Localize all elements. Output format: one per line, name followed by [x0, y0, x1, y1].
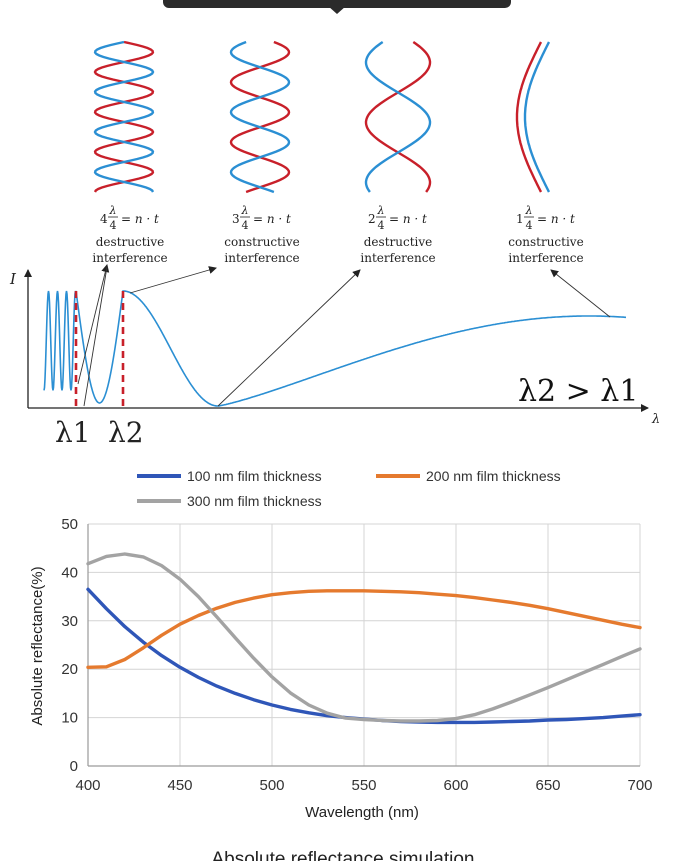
panel-caption-line2-2: interference — [224, 251, 299, 265]
wave-red-2 — [229, 40, 291, 194]
intensity-curve — [43, 290, 626, 407]
series-lines — [86, 552, 642, 725]
y-tick-label-3: 30 — [61, 613, 78, 630]
panel-caption-line1-1: destructive — [96, 235, 165, 249]
fraction-denominator-2: 4 — [242, 219, 249, 232]
panel-numeral-3: 2 — [368, 212, 376, 226]
chart-grid — [87, 523, 641, 767]
x-tick-label-6: 700 — [627, 777, 652, 794]
fraction-denominator-4: 4 — [526, 219, 533, 232]
fraction-numerator-4: λ — [525, 204, 533, 217]
panel-caption-line1-2: constructive — [224, 235, 299, 249]
panel-caption-line1-3: destructive — [364, 235, 433, 249]
fraction-numerator-2: λ — [241, 204, 249, 217]
panel-caption-line2-1: interference — [92, 251, 167, 265]
panel-caption-line2-4: interference — [508, 251, 583, 265]
y-tick-label-4: 40 — [61, 564, 78, 581]
x-tick-label-1: 450 — [167, 777, 192, 794]
panel-equation-3: = n · t — [389, 212, 427, 226]
fraction-numerator-3: λ — [377, 204, 385, 217]
wave-red-1 — [93, 40, 155, 193]
panel-numeral-4: 1 — [516, 212, 524, 226]
tooltip-bar — [163, 0, 511, 8]
y-tick-label-5: 50 — [61, 516, 78, 533]
series-line-2 — [86, 589, 642, 669]
fraction-denominator-3: 4 — [378, 219, 385, 232]
wave-pair-group — [93, 40, 551, 194]
pointer-arrow-1 — [77, 264, 110, 385]
panel-equation-1: = n · t — [121, 212, 159, 226]
pointer-line-1b — [83, 266, 108, 407]
wave-blue-3 — [364, 41, 432, 193]
panel-caption-line1-4: constructive — [508, 235, 583, 249]
panel-caption-line2-3: interference — [360, 251, 435, 265]
chart-title: Absolute reflectance simulation — [212, 849, 475, 861]
legend-label-2: 200 nm film thickness — [426, 468, 561, 484]
y-tick-label-1: 10 — [61, 710, 78, 727]
panel-equation-2: = n · t — [253, 212, 291, 226]
panel-numeral-1: 4 — [100, 212, 108, 226]
lambda2-label: λ2 — [108, 416, 144, 449]
legend-label-3: 300 nm film thickness — [187, 493, 322, 509]
y-axis-label: Absolute reflectance(%) — [29, 566, 46, 725]
wave-red-4 — [515, 41, 543, 193]
lambda1-label: λ1 — [55, 416, 91, 449]
chart-legend: 100 nm film thickness 200 nm film thickne… — [137, 468, 561, 509]
reflectance-chart: 100 nm film thickness 200 nm film thickne… — [29, 468, 653, 861]
wavelength-axis-label: λ — [651, 412, 660, 427]
pointer-arrow-3 — [217, 269, 361, 407]
pointer-arrow-2 — [129, 266, 217, 294]
series-line-3 — [86, 552, 642, 723]
fraction-denominator-1: 4 — [110, 219, 117, 232]
panel-numeral-2: 3 — [232, 212, 240, 226]
fraction-numerator-1: λ — [109, 204, 117, 217]
wave-blue-4 — [523, 41, 551, 193]
x-tick-label-3: 550 — [351, 777, 376, 794]
x-tick-labels: 400 450 500 550 600 650 700 — [75, 777, 652, 794]
pointer-arrow-4 — [550, 269, 611, 318]
wave-blue-2 — [229, 40, 291, 194]
lambda-relation: λ2 > λ1 — [518, 374, 638, 409]
x-axis-label: Wavelength (nm) — [305, 804, 419, 821]
y-tick-labels: 0 10 20 30 40 50 — [61, 516, 78, 775]
wave-red-3 — [364, 41, 432, 193]
x-tick-label-2: 500 — [259, 777, 284, 794]
legend-label-1: 100 nm film thickness — [187, 468, 322, 484]
wave-blue-1 — [93, 40, 155, 193]
y-tick-label-2: 20 — [61, 661, 78, 678]
y-tick-label-0: 0 — [70, 758, 78, 775]
x-tick-label-4: 600 — [443, 777, 468, 794]
x-tick-label-0: 400 — [75, 777, 100, 794]
tooltip-arrow — [328, 6, 346, 14]
intensity-axis-label: I — [9, 270, 17, 288]
panel-equation-4: = n · t — [537, 212, 575, 226]
x-tick-label-5: 650 — [535, 777, 560, 794]
